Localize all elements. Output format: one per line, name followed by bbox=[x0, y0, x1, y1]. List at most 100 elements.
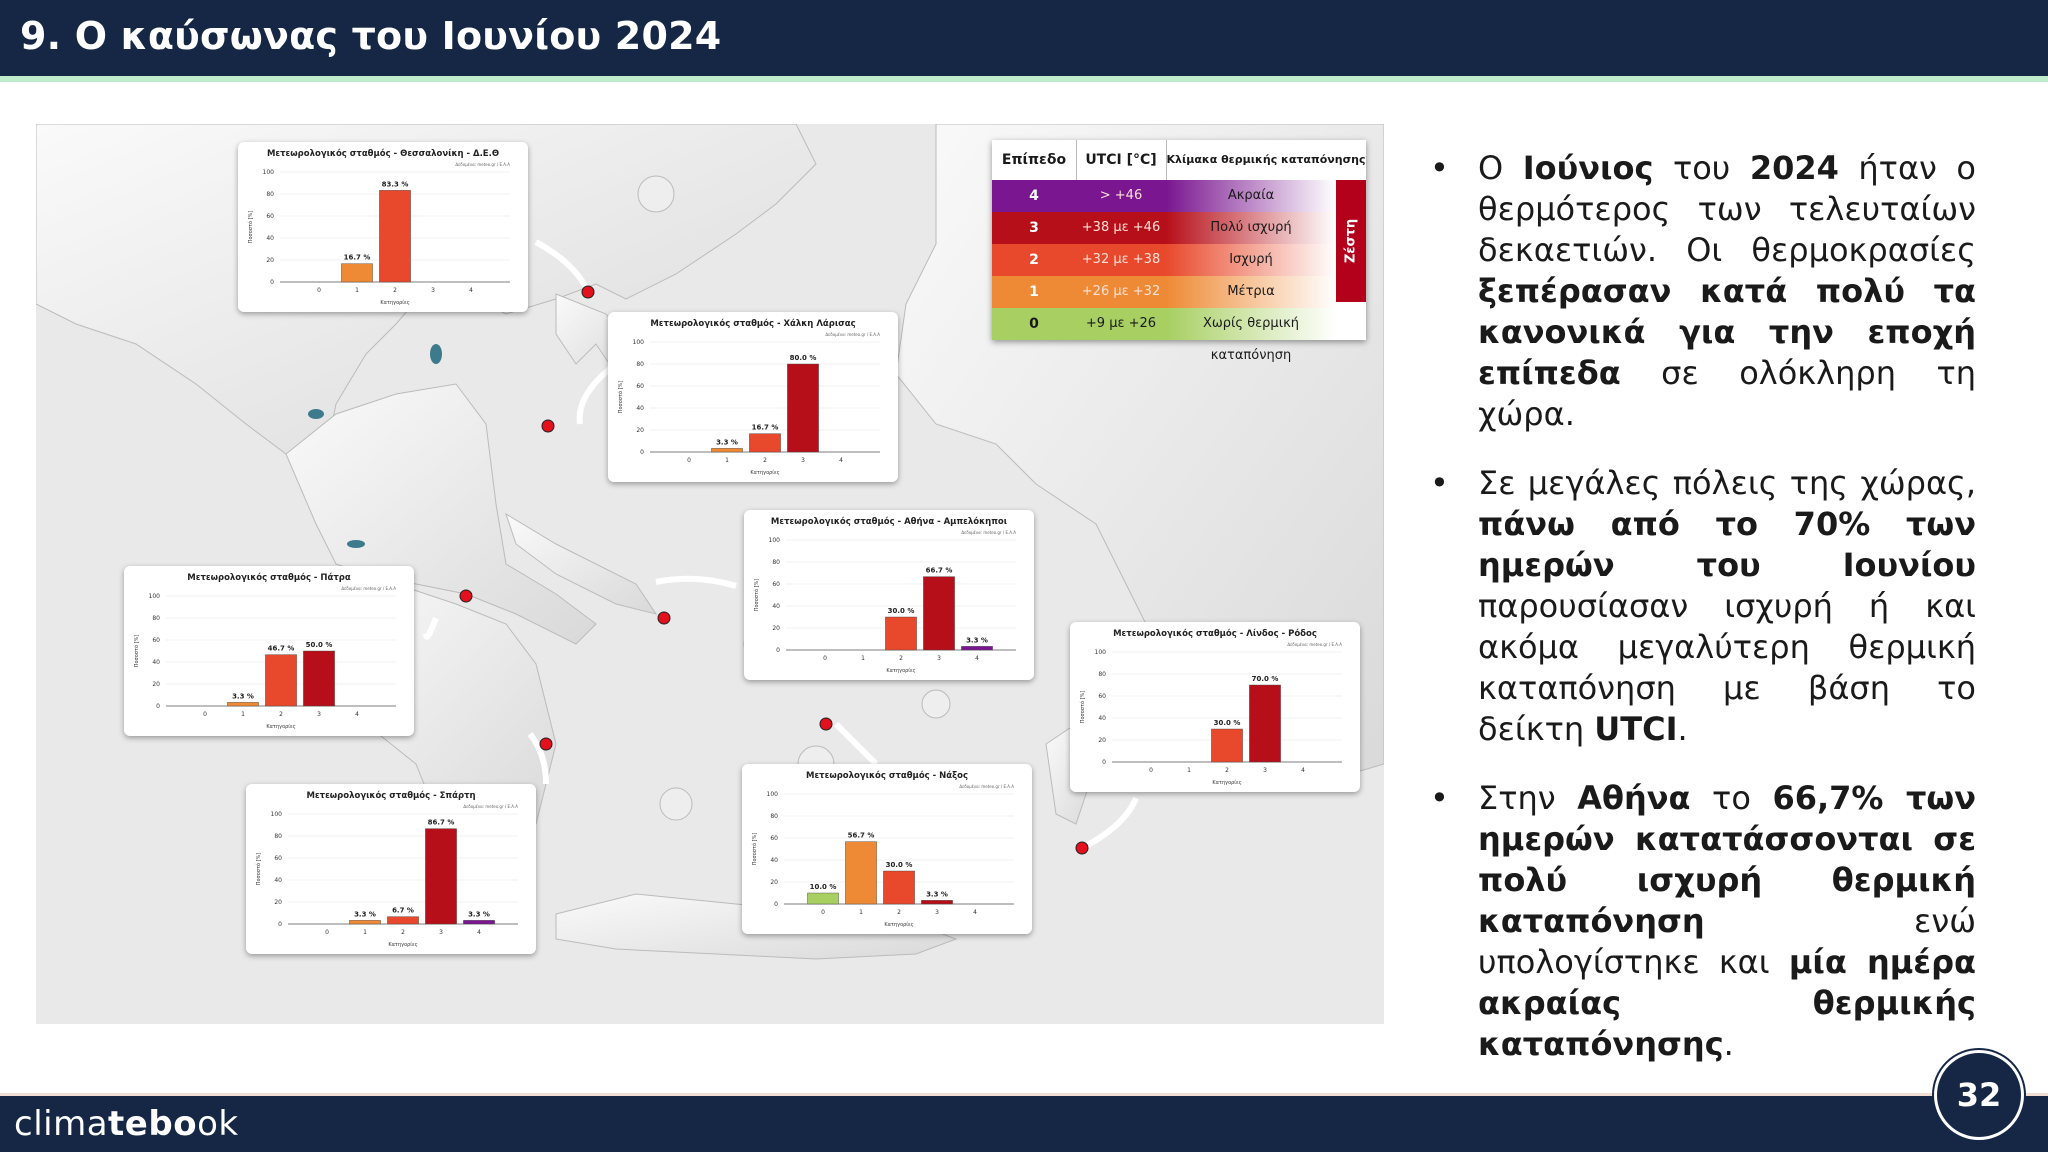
chart-naxos: Μετεωρολογικός σταθμός - Νάξος Δεδομένα: … bbox=[751, 770, 1014, 928]
chart-data-label: 3.3 % bbox=[468, 910, 490, 918]
legend-utci-range: +38 με +46 bbox=[1076, 212, 1166, 244]
chart-x-tick: 3 bbox=[935, 909, 939, 916]
footer-accent-line bbox=[0, 1093, 2048, 1096]
chart-x-tick: 2 bbox=[393, 287, 397, 294]
chart-bar bbox=[1211, 728, 1243, 763]
chart-y-label: Ποσοστό [%] bbox=[753, 579, 760, 612]
chart-x-tick: 1 bbox=[725, 457, 729, 464]
chart-title: Μετεωρολογικός σταθμός - Θεσσαλονίκη - Δ… bbox=[267, 148, 499, 159]
chart-panel-sparti: Μετεωρολογικός σταθμός - Σπάρτη Δεδομένα:… bbox=[246, 784, 536, 954]
chart-bar bbox=[227, 702, 259, 707]
chart-y-tick: 80 bbox=[1098, 671, 1106, 678]
chart-y-tick: 0 bbox=[1102, 759, 1106, 766]
chart-x-tick: 1 bbox=[1187, 767, 1191, 774]
chart-bar bbox=[341, 263, 373, 283]
chart-y-tick: 100 bbox=[271, 811, 283, 818]
chart-bar bbox=[961, 646, 993, 651]
chart-bar bbox=[379, 190, 411, 283]
chart-y-tick: 0 bbox=[774, 901, 778, 908]
chart-y-tick: 0 bbox=[776, 647, 780, 654]
chart-source: Δεδομένα: meteo.gr / Ε.Α.Α bbox=[825, 332, 880, 337]
chart-data-label: 6.7 % bbox=[392, 907, 414, 915]
chart-y-tick: 20 bbox=[772, 625, 780, 632]
chart-data-label: 50.0 % bbox=[306, 641, 333, 649]
chart-bar bbox=[749, 433, 781, 453]
chart-data-label: 83.3 % bbox=[382, 180, 409, 188]
page-title: 9. Ο καύσωνας του Ιουνίου 2024 bbox=[20, 14, 722, 58]
legend-row: 4 > +46 Ακραία bbox=[992, 180, 1336, 212]
chart-athens: Μετεωρολογικός σταθμός - Αθήνα - Αμπελόκ… bbox=[753, 516, 1016, 674]
chart-x-label: Κατηγορίες bbox=[886, 667, 915, 674]
chart-bar bbox=[787, 363, 819, 453]
chart-x-label: Κατηγορίες bbox=[1212, 779, 1241, 786]
chart-data-label: 80.0 % bbox=[790, 354, 817, 362]
chart-data-label: 3.3 % bbox=[354, 910, 376, 918]
chart-patra: Μετεωρολογικός σταθμός - Πάτρα Δεδομένα: … bbox=[133, 572, 396, 730]
legend-stress-label: Πολύ ισχυρή bbox=[1166, 212, 1336, 244]
chart-x-tick: 2 bbox=[897, 909, 901, 916]
chart-y-tick: 20 bbox=[266, 257, 274, 264]
chart-x-tick: 3 bbox=[439, 929, 443, 936]
chart-y-tick: 60 bbox=[770, 835, 778, 842]
chart-data-label: 30.0 % bbox=[1214, 719, 1241, 727]
chart-y-tick: 60 bbox=[274, 855, 282, 862]
chart-x-tick: 4 bbox=[973, 909, 977, 916]
chart-y-tick: 40 bbox=[772, 603, 780, 610]
chart-y-tick: 100 bbox=[149, 593, 161, 600]
chart-source: Δεδομένα: meteo.gr / Ε.Α.Α bbox=[959, 784, 1014, 789]
legend-row: 3 +38 με +46 Πολύ ισχυρή bbox=[992, 212, 1336, 244]
chart-x-tick: 0 bbox=[1149, 767, 1153, 774]
chart-data-label: 56.7 % bbox=[848, 832, 875, 840]
header-bar: 9. Ο καύσωνας του Ιουνίου 2024 bbox=[0, 0, 2048, 82]
legend-level: 3 bbox=[992, 212, 1076, 244]
chart-source: Δεδομένα: meteo.gr / Ε.Α.Α bbox=[341, 586, 396, 591]
chart-bar bbox=[845, 841, 877, 905]
chart-y-tick: 0 bbox=[270, 279, 274, 286]
legend-level: 2 bbox=[992, 244, 1076, 276]
chart-title: Μετεωρολογικός σταθμός - Λίνδος - Ρόδος bbox=[1113, 628, 1317, 639]
header-accent-line bbox=[0, 76, 2048, 82]
chart-source: Δεδομένα: meteo.gr / Ε.Α.Α bbox=[455, 162, 510, 167]
chart-y-tick: 40 bbox=[152, 659, 160, 666]
chart-x-tick: 0 bbox=[823, 655, 827, 662]
chart-y-label: Ποσοστό [%] bbox=[133, 635, 140, 668]
chart-data-label: 16.7 % bbox=[344, 254, 371, 262]
chart-x-tick: 1 bbox=[355, 287, 359, 294]
legend-row: 2 +32 με +38 Ισχυρή bbox=[992, 244, 1336, 276]
chart-x-tick: 0 bbox=[317, 287, 321, 294]
bullet-item: Στην Αθήνα το 66,7% των ημερών κατατάσσο… bbox=[1430, 778, 1976, 1065]
bullet-item: Σε μεγάλες πόλεις της χώρας, πάνω από το… bbox=[1430, 463, 1976, 750]
chart-source: Δεδομένα: meteo.gr / Ε.Α.Α bbox=[961, 530, 1016, 535]
chart-x-tick: 2 bbox=[899, 655, 903, 662]
chart-x-tick: 1 bbox=[859, 909, 863, 916]
chart-y-tick: 80 bbox=[772, 559, 780, 566]
chart-data-label: 3.3 % bbox=[232, 692, 254, 700]
chart-y-tick: 20 bbox=[1098, 737, 1106, 744]
chart-bar bbox=[1249, 684, 1281, 763]
chart-data-label: 86.7 % bbox=[428, 819, 455, 827]
chart-y-label: Ποσοστό [%] bbox=[255, 853, 262, 886]
climatebook-logo: climatebook bbox=[14, 1104, 239, 1144]
chart-x-tick: 0 bbox=[687, 457, 691, 464]
chart-bar bbox=[387, 916, 419, 925]
chart-bar bbox=[923, 576, 955, 651]
chart-x-tick: 3 bbox=[801, 457, 805, 464]
chart-y-tick: 20 bbox=[274, 899, 282, 906]
chart-bar bbox=[807, 892, 839, 905]
chart-y-tick: 0 bbox=[278, 921, 282, 928]
chart-x-tick: 3 bbox=[1263, 767, 1267, 774]
chart-x-tick: 4 bbox=[1301, 767, 1305, 774]
footer-bar bbox=[0, 1093, 2048, 1152]
chart-y-tick: 40 bbox=[1098, 715, 1106, 722]
legend-header-scale: Κλίμακα θερμικής καταπόνησης bbox=[1166, 153, 1366, 166]
chart-y-tick: 80 bbox=[636, 361, 644, 368]
chart-data-label: 3.3 % bbox=[926, 890, 948, 898]
chart-bar bbox=[885, 616, 917, 651]
legend-utci-range: +9 με +26 bbox=[1076, 308, 1166, 340]
chart-y-tick: 100 bbox=[769, 537, 781, 544]
chart-y-tick: 20 bbox=[152, 681, 160, 688]
chart-y-tick: 60 bbox=[1098, 693, 1106, 700]
chart-data-label: 70.0 % bbox=[1252, 675, 1279, 683]
chart-y-tick: 100 bbox=[1095, 649, 1107, 656]
chart-x-tick: 3 bbox=[317, 711, 321, 718]
